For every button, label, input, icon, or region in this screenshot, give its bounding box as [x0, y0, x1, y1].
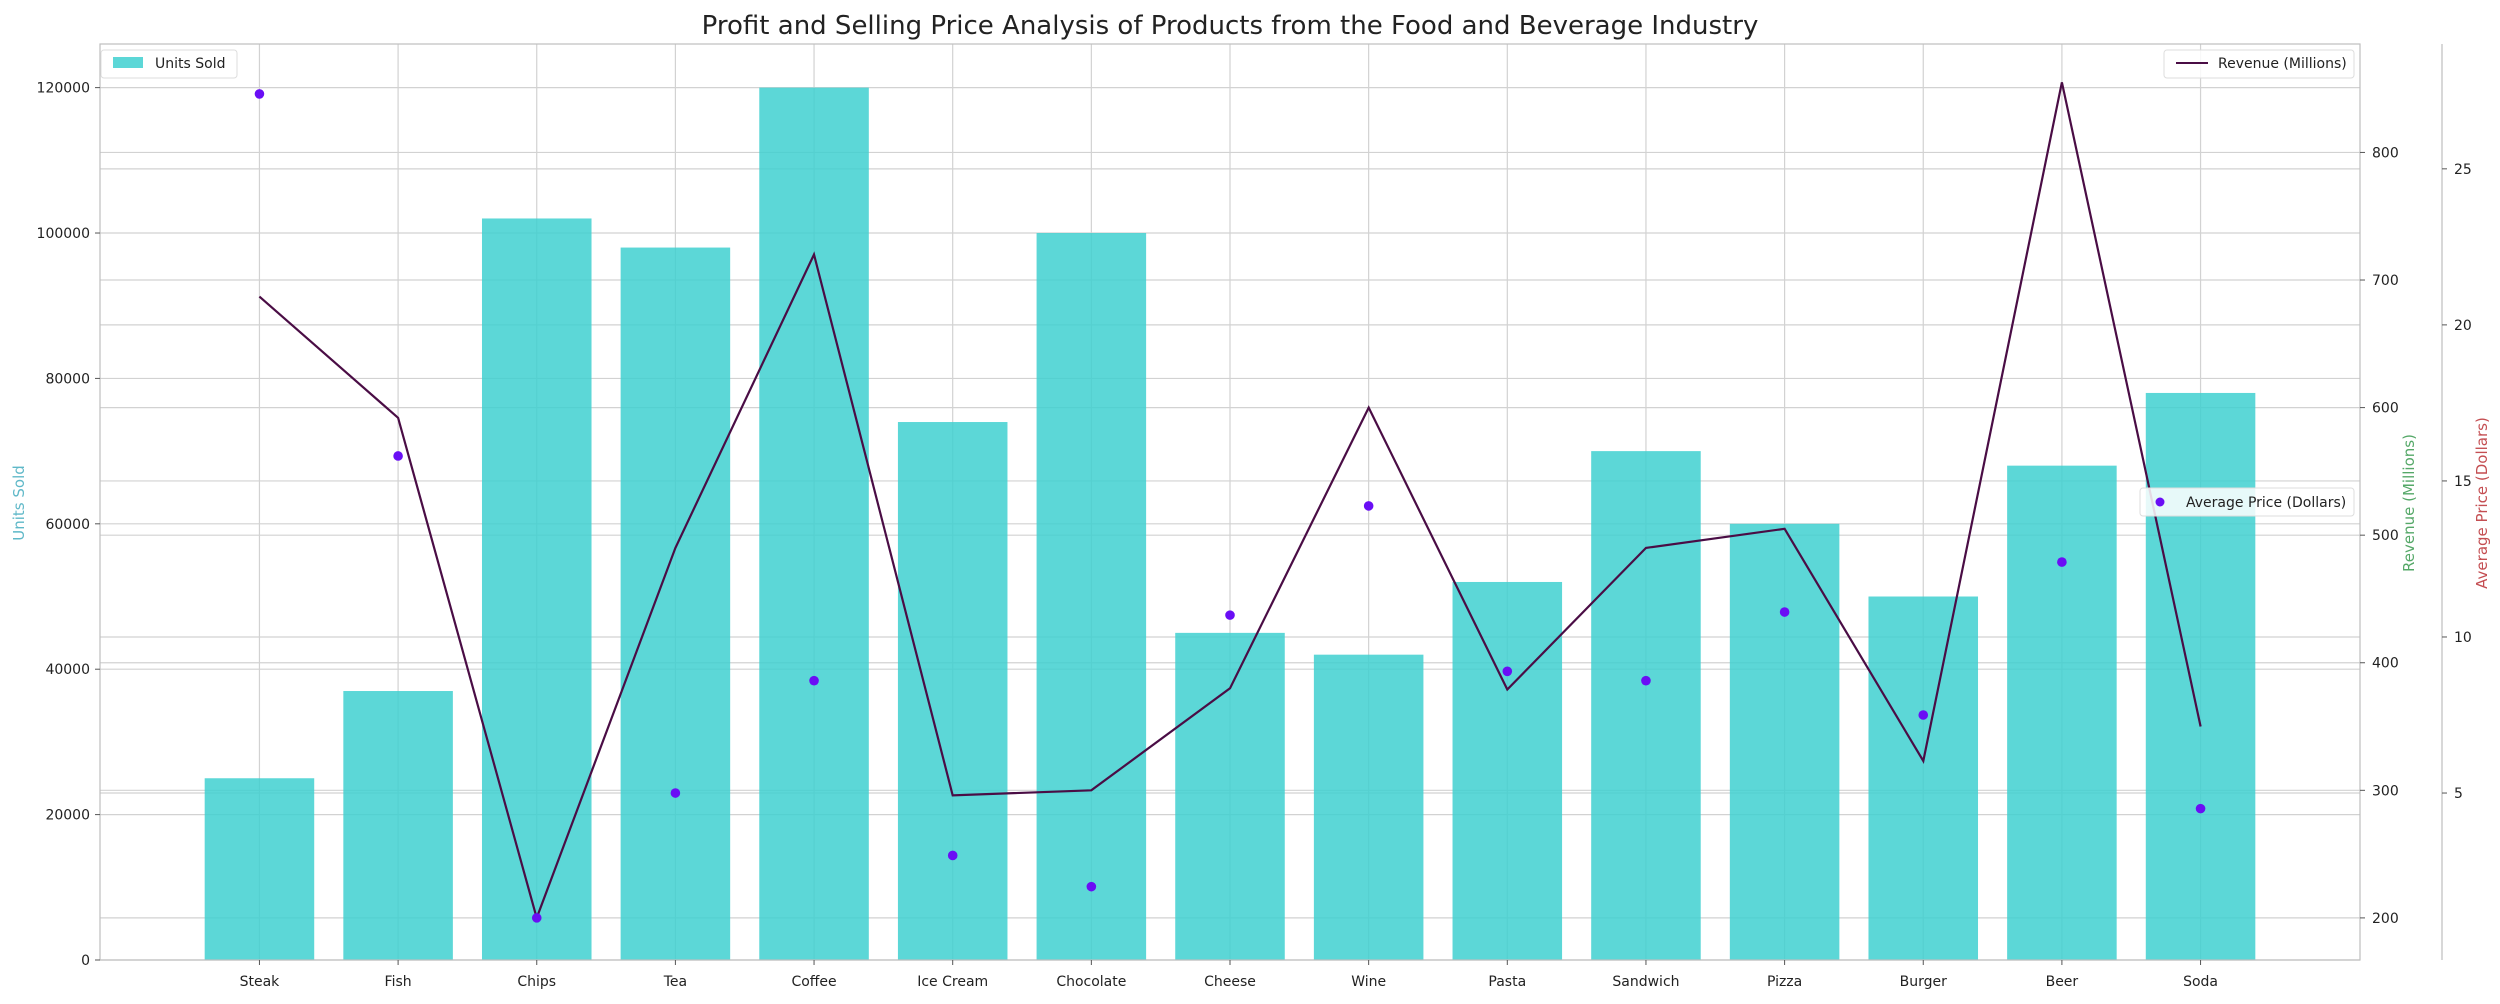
y-tick-label-revenue: 400: [2372, 656, 2399, 672]
y-tick-label-revenue: 600: [2372, 401, 2399, 417]
x-tick-label: Steak: [240, 974, 281, 990]
price-point: [2195, 803, 2206, 814]
x-tick-label: Burger: [1900, 974, 1947, 990]
x-tick-label: Soda: [2183, 974, 2218, 990]
price-point: [2057, 557, 2067, 567]
y-axis-label-price: Average Price (Dollars): [2473, 417, 2491, 589]
bar-units-sold: [2007, 465, 2117, 960]
y-tick-label-price: 20: [2454, 318, 2472, 334]
price-point: [670, 788, 681, 798]
price-point: [947, 850, 958, 861]
x-tick-label: Pizza: [1767, 974, 1802, 990]
legends-layer: Units Sold Revenue (Millions) Average Pr…: [100, 49, 2355, 517]
x-tick-label: Coffee: [791, 974, 836, 990]
bar-units-sold: [620, 247, 731, 961]
x-tick-label: Sandwich: [1612, 974, 1679, 990]
x-tick-label: Pasta: [1488, 974, 1526, 990]
bar-units-sold: [1036, 233, 1147, 960]
y-tick-label-revenue: 200: [2372, 911, 2399, 927]
ticks-layer: 0 20000 40000 60000 80000 100000 120000 200 300 4…: [37, 81, 2472, 990]
y-tick-label-units: 80000: [45, 371, 90, 387]
chart-title: Profit and Selling Price Analysis of Pro…: [702, 11, 1759, 41]
legend-units-swatch: [113, 57, 143, 68]
x-tick-label: Chocolate: [1056, 974, 1126, 990]
y-tick-label-units: 120000: [37, 81, 90, 97]
x-tick-label: Ice Cream: [917, 974, 988, 990]
x-tick-label: Wine: [1351, 974, 1386, 990]
bar-units-sold: [1452, 581, 1563, 960]
y-tick-label-units: 40000: [45, 662, 90, 678]
y-tick-label-units: 100000: [37, 226, 90, 242]
legend-revenue-label: Revenue (Millions): [2218, 56, 2347, 72]
y-tick-label-price: 5: [2454, 786, 2463, 802]
bar-units-sold: [1175, 632, 1285, 960]
x-tick-label: Chips: [517, 974, 556, 990]
y-tick-label-price: 25: [2454, 162, 2472, 178]
price-point: [1779, 607, 1790, 617]
bar-units-sold: [759, 87, 869, 961]
bar-units-sold: [2145, 392, 2256, 960]
x-tick-label: Tea: [663, 974, 687, 990]
x-tick-label: Cheese: [1204, 974, 1256, 990]
bar-units-sold: [343, 691, 453, 960]
y-tick-label-units: 20000: [45, 808, 90, 824]
bars-layer: [204, 87, 2256, 961]
price-point: [1641, 675, 1651, 686]
bar-units-sold: [897, 422, 1008, 960]
y-axis-label-units: Units Sold: [10, 465, 28, 541]
price-point: [1086, 881, 1097, 892]
y-tick-label-revenue: 300: [2372, 783, 2399, 799]
y-tick-label-revenue: 700: [2372, 273, 2399, 289]
revenue-line: [258, 82, 2202, 922]
price-point: [809, 675, 819, 686]
x-tick-label: Fish: [385, 974, 412, 990]
y-axis-label-revenue: Revenue (Millions): [2400, 434, 2418, 572]
price-point: [531, 913, 542, 923]
price-point: [254, 89, 265, 99]
price-point: [1225, 610, 1235, 620]
x-tick-label: Beer: [2046, 974, 2079, 990]
bar-units-sold: [1313, 654, 1424, 960]
bar-units-sold: [1729, 523, 1840, 960]
price-points-layer: [254, 89, 2206, 923]
y-tick-label-price: 15: [2454, 474, 2472, 490]
bar-units-sold: [1868, 596, 1979, 960]
y-tick-label-price: 10: [2454, 630, 2472, 646]
legend-units-sold: Units Sold: [100, 49, 238, 79]
y-tick-label-revenue: 500: [2372, 528, 2399, 544]
price-point: [1363, 501, 1374, 511]
legend-price-label: Average Price (Dollars): [2186, 495, 2346, 511]
legend-revenue: Revenue (Millions): [2163, 49, 2355, 79]
bar-units-sold: [1591, 451, 1701, 960]
legend-average-price: Average Price (Dollars): [2139, 487, 2355, 517]
price-point: [1918, 710, 1929, 720]
y-tick-label-revenue: 800: [2372, 145, 2399, 161]
revenue-line-layer: [258, 82, 2202, 922]
price-point: [393, 451, 403, 461]
bar-units-sold: [481, 218, 592, 960]
legend-price-swatch: [2155, 497, 2165, 507]
y-tick-label-units: 60000: [45, 517, 90, 533]
price-point: [1502, 666, 1513, 677]
legend-units-label: Units Sold: [155, 56, 225, 72]
y-tick-label-units: 0: [81, 953, 90, 969]
bar-units-sold: [204, 778, 315, 960]
